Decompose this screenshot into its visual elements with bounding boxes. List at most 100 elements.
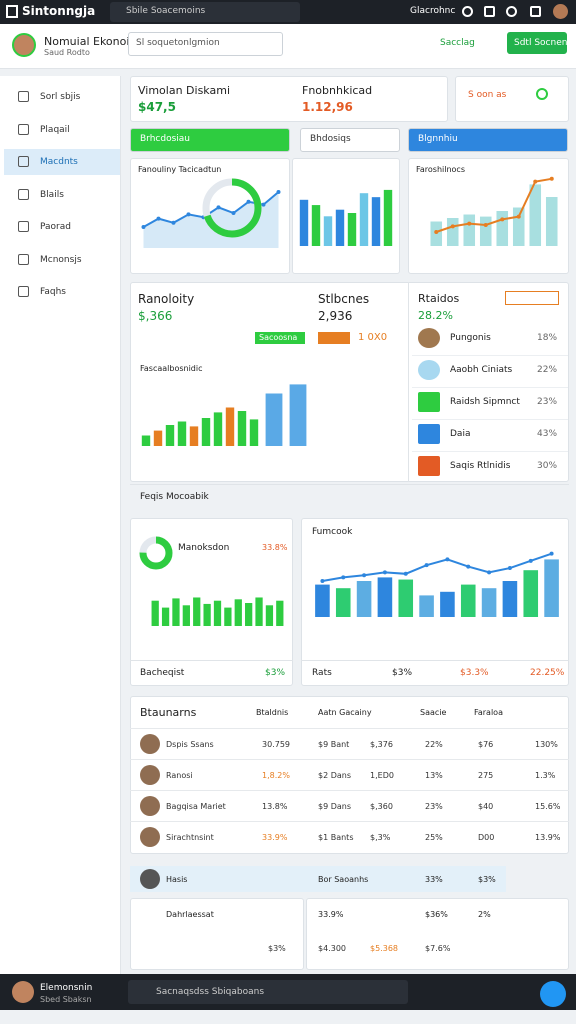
cell: Bor Saoanhs [318, 875, 369, 884]
point [141, 225, 146, 229]
cell: $9 Dans [318, 802, 352, 811]
point [483, 223, 488, 227]
user-role: Sbed Sbaksn [40, 995, 92, 1004]
badge-label: 1 0X0 [358, 332, 388, 343]
column-header: Btaldnis [256, 708, 289, 717]
dropdown-label[interactable]: Brhcdosiau [140, 134, 190, 144]
dropdown[interactable] [408, 128, 568, 152]
dropdown-label[interactable]: Bhdosiqs [310, 134, 351, 144]
bar [255, 597, 263, 626]
point [362, 573, 367, 578]
dropdown[interactable] [130, 128, 290, 152]
logo-icon [6, 5, 18, 18]
divider [412, 451, 568, 452]
top-icon[interactable] [530, 6, 541, 17]
chart [315, 551, 559, 617]
active-item [4, 149, 120, 175]
header-link[interactable]: Sacclag [440, 38, 475, 48]
row-avatar [140, 765, 160, 785]
bar [383, 189, 393, 246]
divider [130, 728, 569, 729]
cell: 130% [535, 740, 558, 749]
bar [347, 213, 357, 246]
row-avatar [140, 869, 160, 889]
nav-item[interactable]: Mcnonsjs [40, 254, 82, 265]
dropdown[interactable] [300, 128, 400, 152]
point [403, 571, 408, 576]
top-icon[interactable] [506, 6, 517, 17]
bar [141, 435, 151, 446]
cell: 1.3% [535, 771, 556, 780]
cell: $4.300 [318, 944, 346, 953]
nav-item[interactable]: Blails [40, 189, 64, 200]
chart-title: Fanouliny Tacicadtun [138, 165, 222, 174]
avatar [553, 4, 568, 19]
column-header: Faraloa [474, 708, 503, 717]
cell: $36% [425, 910, 448, 919]
top-icon[interactable] [484, 6, 495, 17]
item-value: 18% [537, 333, 558, 343]
table [130, 696, 569, 854]
item-name: Pungonis [450, 333, 491, 343]
chart-title: Faroshilnocs [416, 165, 465, 174]
cell: $40 [478, 802, 494, 811]
point [382, 570, 387, 575]
point [549, 551, 554, 556]
footer-label: Rats [312, 668, 332, 678]
footer-value: $3% [265, 668, 286, 678]
nav-icon [18, 156, 29, 167]
list-badge [505, 291, 559, 305]
chart [430, 176, 558, 246]
bar [496, 211, 509, 246]
nav-item[interactable]: Plaqail [40, 124, 70, 135]
nav-item[interactable]: Paorad [40, 222, 71, 232]
top-icon[interactable] [462, 6, 473, 17]
button-label[interactable]: Sdtl Socnen [514, 38, 568, 48]
pct-label: 33.8% [262, 543, 288, 552]
cell: 33.9% [318, 910, 344, 919]
badge [255, 332, 305, 344]
bar [335, 588, 351, 617]
bar [315, 584, 330, 617]
kpi-card [130, 76, 448, 122]
dropdown-label[interactable]: Blgnnhiu [418, 134, 458, 144]
fab[interactable] [540, 981, 566, 1007]
point [276, 190, 281, 194]
bar [359, 193, 369, 246]
divider [130, 484, 569, 485]
point [445, 557, 450, 562]
bar [177, 421, 187, 446]
cell: Sirachtnsint [166, 833, 214, 842]
line [435, 177, 552, 233]
nav-item[interactable]: Faqhs [40, 287, 66, 297]
cell: $,376 [370, 740, 393, 749]
item-value: 43% [537, 429, 558, 439]
nav-item[interactable]: Sorl sbjis [40, 92, 81, 102]
bar [323, 216, 333, 246]
row-avatar [140, 734, 160, 754]
sidebar [0, 76, 121, 974]
cell: $,360 [370, 802, 393, 811]
button[interactable] [507, 32, 567, 54]
search-bar[interactable] [110, 2, 300, 22]
nav-icon [18, 253, 29, 265]
nav-icon [18, 91, 29, 102]
bar [545, 197, 558, 246]
table-title: Btaunarns [140, 706, 197, 719]
item-value: 22% [537, 365, 558, 375]
kpi-label: Fnobnhkicad [302, 84, 373, 97]
bar [193, 597, 201, 626]
nav-item[interactable]: Macdnts [40, 157, 78, 167]
kpi-label: Vimolan Diskami [138, 84, 230, 97]
item-icon [418, 424, 440, 444]
cell: $7.6% [425, 944, 451, 953]
line [322, 552, 552, 582]
cell: $2 Dans [318, 771, 352, 780]
user-role: Saud Rodto [44, 48, 90, 57]
search-bar[interactable] [128, 980, 408, 1004]
point [246, 199, 251, 204]
point [466, 564, 471, 569]
avatar [12, 33, 36, 57]
section-value: $,366 [138, 309, 173, 323]
search-box[interactable] [128, 32, 283, 56]
